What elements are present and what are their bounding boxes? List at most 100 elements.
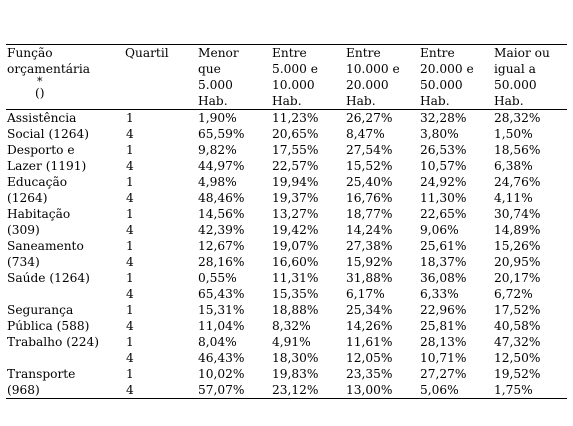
row-quartil: 1 bbox=[126, 175, 134, 189]
row-value-cell: 25,81% bbox=[420, 319, 467, 333]
row-value-cell: 10,71% bbox=[420, 351, 467, 365]
row-value-cell: 46,43% bbox=[198, 351, 245, 365]
row-label: Lazer (1191) bbox=[7, 159, 87, 173]
row-label: Educação bbox=[7, 175, 68, 189]
row-value-cell: 12,50% bbox=[494, 351, 541, 365]
budget-function-table: Função orçamentária * () Quartil Menor q… bbox=[6, 44, 567, 399]
header-line: Hab. bbox=[198, 94, 228, 108]
row-value-cell: 15,31% bbox=[198, 303, 245, 317]
row-value-cell: 26,27% bbox=[346, 111, 393, 125]
row-label: (309) bbox=[7, 223, 40, 237]
row-quartil: 1 bbox=[126, 207, 134, 221]
row-quartil: 1 bbox=[126, 335, 134, 349]
row-value-cell: 19,94% bbox=[272, 175, 319, 189]
row-label: Social (1264) bbox=[7, 127, 89, 141]
row-quartil: 4 bbox=[126, 319, 134, 333]
row-value-cell: 22,57% bbox=[272, 159, 319, 173]
table-body: Assistência 1 1,90% 11,23% 26,27% 32,28% 28,32… bbox=[6, 110, 567, 399]
row-value-cell: 10,02% bbox=[198, 367, 245, 381]
row-label: Saneamento bbox=[7, 239, 84, 253]
row-quartil: 1 bbox=[126, 239, 134, 253]
row-value-cell: 44,97% bbox=[198, 159, 245, 173]
row-quartil: 1 bbox=[126, 367, 134, 381]
row-value-cell: 19,37% bbox=[272, 191, 319, 205]
row-value-cell: 17,52% bbox=[494, 303, 541, 317]
table-row: Segurança 1 15,31% 18,88% 25,34% 22,96% 17,52% bbox=[6, 302, 567, 318]
row-value-cell: 0,55% bbox=[198, 271, 237, 285]
row-quartil: 4 bbox=[126, 255, 134, 269]
header-funcao-paren: () bbox=[35, 86, 45, 100]
row-quartil: 4 bbox=[126, 159, 134, 173]
row-quartil: 1 bbox=[126, 271, 134, 285]
row-value-cell: 11,23% bbox=[272, 111, 319, 125]
row-value-cell: 18,37% bbox=[420, 255, 467, 269]
row-value-cell: 4,91% bbox=[272, 335, 311, 349]
row-value-cell: 42,39% bbox=[198, 223, 245, 237]
row-value-cell: 28,13% bbox=[420, 335, 467, 349]
row-value-cell: 65,43% bbox=[198, 287, 245, 301]
row-value-cell: 27,38% bbox=[346, 239, 393, 253]
row-label: (1264) bbox=[7, 191, 48, 205]
row-value-cell: 26,53% bbox=[420, 143, 467, 157]
row-value-cell: 4,98% bbox=[198, 175, 237, 189]
row-value-cell: 40,58% bbox=[494, 319, 541, 333]
row-value-cell: 22,65% bbox=[420, 207, 467, 221]
row-label bbox=[6, 350, 124, 366]
row-value-cell: 65,59% bbox=[198, 127, 245, 141]
row-value-cell: 12,67% bbox=[198, 239, 245, 253]
row-value-cell: 1,90% bbox=[198, 111, 237, 125]
table-row: (1264) 4 48,46% 19,37% 16,76% 11,30% 4,11% bbox=[6, 190, 567, 206]
row-label: Saúde (1264) bbox=[7, 271, 90, 285]
row-value-cell: 23,35% bbox=[346, 367, 393, 381]
row-value-cell: 22,96% bbox=[420, 303, 467, 317]
row-quartil: 4 bbox=[126, 351, 134, 365]
table-row: 4 46,43% 18,30% 12,05% 10,71% 12,50% bbox=[6, 350, 567, 366]
row-value-cell: 57,07% bbox=[197, 382, 271, 399]
row-value-cell: 13,27% bbox=[272, 207, 319, 221]
table-row: Trabalho (224) 1 8,04% 4,91% 11,61% 28,13% 47,… bbox=[6, 334, 567, 350]
row-label: Assistência bbox=[7, 111, 77, 125]
row-value-cell: 6,72% bbox=[494, 287, 533, 301]
header-funcao-line: Função bbox=[7, 46, 53, 60]
row-value-cell: 30,74% bbox=[494, 207, 541, 221]
row-value-cell: 27,54% bbox=[346, 143, 393, 157]
header-col-10000-20000: Entre 10.000 e 20.000 Hab. bbox=[345, 44, 419, 110]
header-line: 5.000 bbox=[198, 78, 233, 92]
row-value-cell: 9,82% bbox=[198, 143, 237, 157]
row-value-cell: 18,77% bbox=[346, 207, 393, 221]
header-line: que bbox=[198, 62, 221, 76]
table-row: Saneamento 1 12,67% 19,07% 27,38% 25,61% 15,26… bbox=[6, 238, 567, 254]
row-value-cell: 20,17% bbox=[494, 271, 541, 285]
row-value-cell: 6,38% bbox=[494, 159, 533, 173]
row-value-cell: 15,92% bbox=[346, 255, 393, 269]
row-value-cell: 18,88% bbox=[272, 303, 319, 317]
row-value-cell: 8,04% bbox=[198, 335, 237, 349]
header-line: 10.000 e bbox=[346, 62, 400, 76]
table-row: Transporte 1 10,02% 19,83% 23,35% 27,27% 19,52… bbox=[6, 366, 567, 382]
row-value-cell: 8,32% bbox=[272, 319, 311, 333]
row-value-cell: 25,61% bbox=[420, 239, 467, 253]
table-row: Desporto e 1 9,82% 17,55% 27,54% 26,53% 18,56% bbox=[6, 142, 567, 158]
header-funcao: Função orçamentária * () bbox=[6, 44, 124, 110]
row-value-cell: 17,55% bbox=[272, 143, 319, 157]
row-value-cell: 18,30% bbox=[272, 351, 319, 365]
row-value-cell: 14,89% bbox=[494, 223, 541, 237]
row-value-cell: 18,56% bbox=[494, 143, 541, 157]
table-row: Lazer (1191) 4 44,97% 22,57% 15,52% 10,57% 6,3… bbox=[6, 158, 567, 174]
row-label: Pública (588) bbox=[7, 319, 90, 333]
header-line: Menor bbox=[198, 46, 239, 60]
table-row: Assistência 1 1,90% 11,23% 26,27% 32,28% 28,32… bbox=[6, 110, 567, 127]
row-value-cell: 31,88% bbox=[346, 271, 393, 285]
table-row: (309) 4 42,39% 19,42% 14,24% 9,06% 14,89% bbox=[6, 222, 567, 238]
row-value-cell: 16,76% bbox=[346, 191, 393, 205]
row-value-cell: 11,61% bbox=[346, 335, 393, 349]
row-value-cell: 28,32% bbox=[494, 111, 541, 125]
header-line: Entre bbox=[420, 46, 455, 60]
table-row: Habitação 1 14,56% 13,27% 18,77% 22,65% 30,74% bbox=[6, 206, 567, 222]
row-value-cell: 3,80% bbox=[420, 127, 459, 141]
table-row: Social (1264) 4 65,59% 20,65% 8,47% 3,80% 1,50… bbox=[6, 126, 567, 142]
row-value-cell: 27,27% bbox=[420, 367, 467, 381]
row-value-cell: 15,35% bbox=[272, 287, 319, 301]
row-quartil: 4 bbox=[126, 127, 134, 141]
row-value-cell: 6,33% bbox=[420, 287, 459, 301]
